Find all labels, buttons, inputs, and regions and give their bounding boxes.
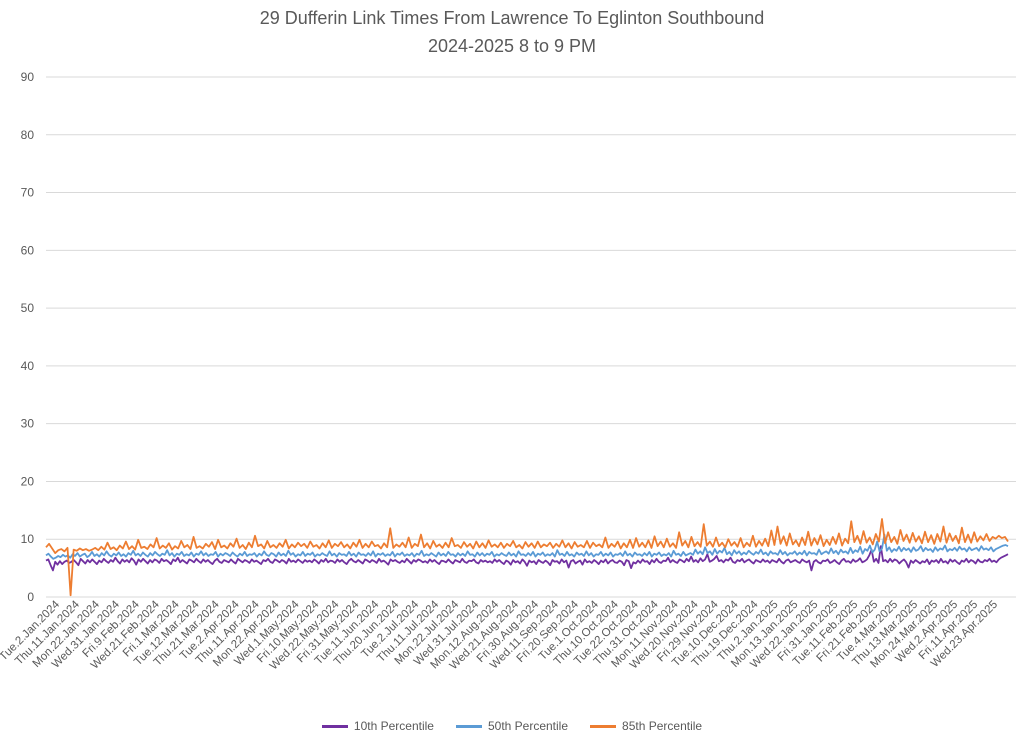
- y-tick-label: 0: [27, 590, 34, 604]
- y-tick-label: 90: [21, 70, 35, 84]
- series-line-50th-percentile: [45, 533, 1009, 560]
- y-tick-label: 50: [21, 301, 35, 315]
- series-lines: [45, 518, 1009, 597]
- legend-swatch: [455, 724, 482, 728]
- legend-label: 50th Percentile: [487, 719, 569, 733]
- gridlines: [46, 76, 1016, 598]
- legend-swatch: [590, 724, 617, 728]
- y-tick-label: 30: [21, 417, 35, 431]
- legend-swatch: [321, 724, 348, 728]
- chart-subtitle: 2024-2025 8 to 9 PM: [427, 36, 597, 56]
- legend-label: 85th Percentile: [622, 719, 703, 733]
- chart-title: 29 Dufferin Link Times From Lawrence To …: [259, 8, 765, 28]
- legend-item: 85th Percentile: [590, 719, 702, 733]
- y-tick-label: 20: [21, 474, 35, 488]
- legend-label: 10th Percentile: [353, 719, 434, 733]
- series-line-10th-percentile: [45, 545, 1009, 572]
- y-tick-label: 60: [21, 243, 35, 257]
- y-axis-tick-labels: 0 10 20 30 40 50 60 70 80 90: [21, 70, 35, 604]
- legend-item: 10th Percentile: [321, 719, 434, 733]
- plot-area: 0 10 20 30 40 50 60 70 80 90 Tue.2.Jan.2024Thu.11…: [0, 70, 1016, 672]
- x-axis-tick-labels: Tue.2.Jan.2024Thu.11.Jan.2024Mon.22.Jan.…: [0, 598, 1000, 672]
- y-tick-label: 70: [21, 186, 35, 200]
- series-line-85th-percentile: [45, 518, 1009, 597]
- legend-item: 50th Percentile: [455, 719, 569, 733]
- y-tick-label: 80: [21, 128, 35, 142]
- legend: 10th Percentile 50th Percentile 85th Perce…: [0, 719, 1024, 733]
- y-tick-label: 10: [21, 532, 35, 546]
- y-tick-label: 40: [21, 359, 35, 373]
